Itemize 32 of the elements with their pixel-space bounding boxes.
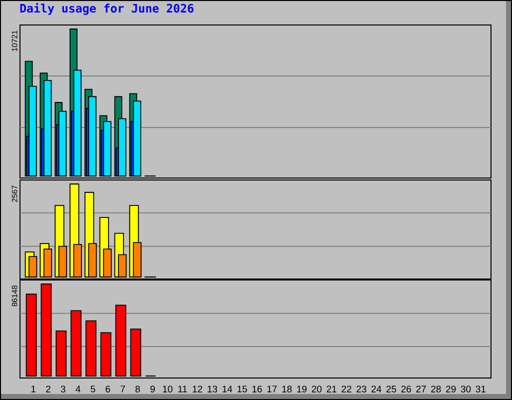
x-tick-label: 28 (431, 386, 441, 392)
x-tick-label: 11 (178, 386, 187, 392)
x-tick-label: 27 (416, 386, 426, 392)
x-tick-label: 6 (106, 386, 110, 392)
x-tick-label: 20 (312, 386, 322, 392)
x-tick-label: 30 (460, 386, 471, 392)
x-tick-label: 25 (386, 386, 396, 392)
x-tick-label: 4 (76, 386, 80, 392)
x-tick-label: 10 (162, 386, 172, 392)
x-tick-label: 26 (401, 386, 411, 392)
x-tick-label: 17 (267, 386, 277, 392)
x-tick-label: 8 (135, 386, 140, 392)
x-tick-label: 21 (326, 386, 336, 392)
x-tick-label: 13 (208, 386, 218, 392)
x-tick-label: 9 (150, 386, 155, 392)
x-tick-label: 1 (31, 386, 36, 392)
x-tick-label: 24 (372, 386, 382, 392)
x-tick-label: 15 (238, 386, 247, 392)
x-tick-label: 23 (356, 386, 366, 392)
chart-title: Daily usage for June 2026 (20, 3, 194, 15)
x-tick-label: 7 (120, 386, 125, 392)
x-tick-label: 3 (60, 386, 66, 392)
x-tick-label: 14 (222, 386, 232, 392)
x-tick-label: 18 (282, 386, 292, 392)
x-tick-label: 19 (297, 386, 307, 392)
x-tick-label: 2 (46, 386, 50, 392)
x-tick-label: 16 (252, 386, 262, 392)
x-tick-label: 12 (192, 386, 202, 392)
x-tick-label: 29 (446, 386, 456, 392)
x-tick-label: 22 (342, 386, 352, 392)
x-tick-label: 31 (476, 386, 486, 392)
x-tick-label: 5 (90, 386, 96, 392)
